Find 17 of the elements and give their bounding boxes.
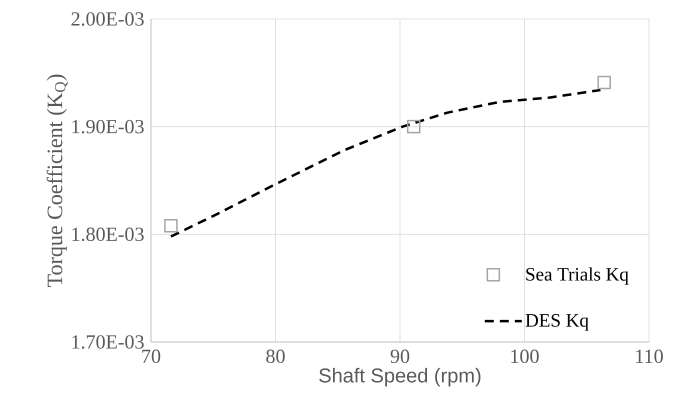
legend-label: DES Kq	[526, 314, 589, 331]
x-axis-title: Shaft Speed (rpm)	[319, 368, 480, 387]
point	[406, 120, 420, 134]
x-tick-label: 110	[636, 350, 663, 364]
line-series	[170, 88, 602, 238]
x-tick-label: 80	[266, 350, 285, 364]
x-tick-label: 90	[390, 350, 410, 364]
y-tick-label: 1.80E-03	[72, 228, 144, 242]
y-axis-title: Torque Coefficient (K$_{Q}$)	[46, 74, 68, 287]
x-tick-label: 70	[142, 350, 160, 364]
point	[164, 218, 178, 232]
legend-label: Sea Trials Kq	[526, 267, 629, 285]
y-tick-label: 1.90E-03	[72, 120, 144, 134]
y-tick-label: 1.70E-03	[72, 335, 144, 349]
x-tick-label: 100	[511, 350, 539, 364]
point	[597, 76, 611, 90]
y-tick-label: 2.00E-03	[71, 12, 144, 26]
